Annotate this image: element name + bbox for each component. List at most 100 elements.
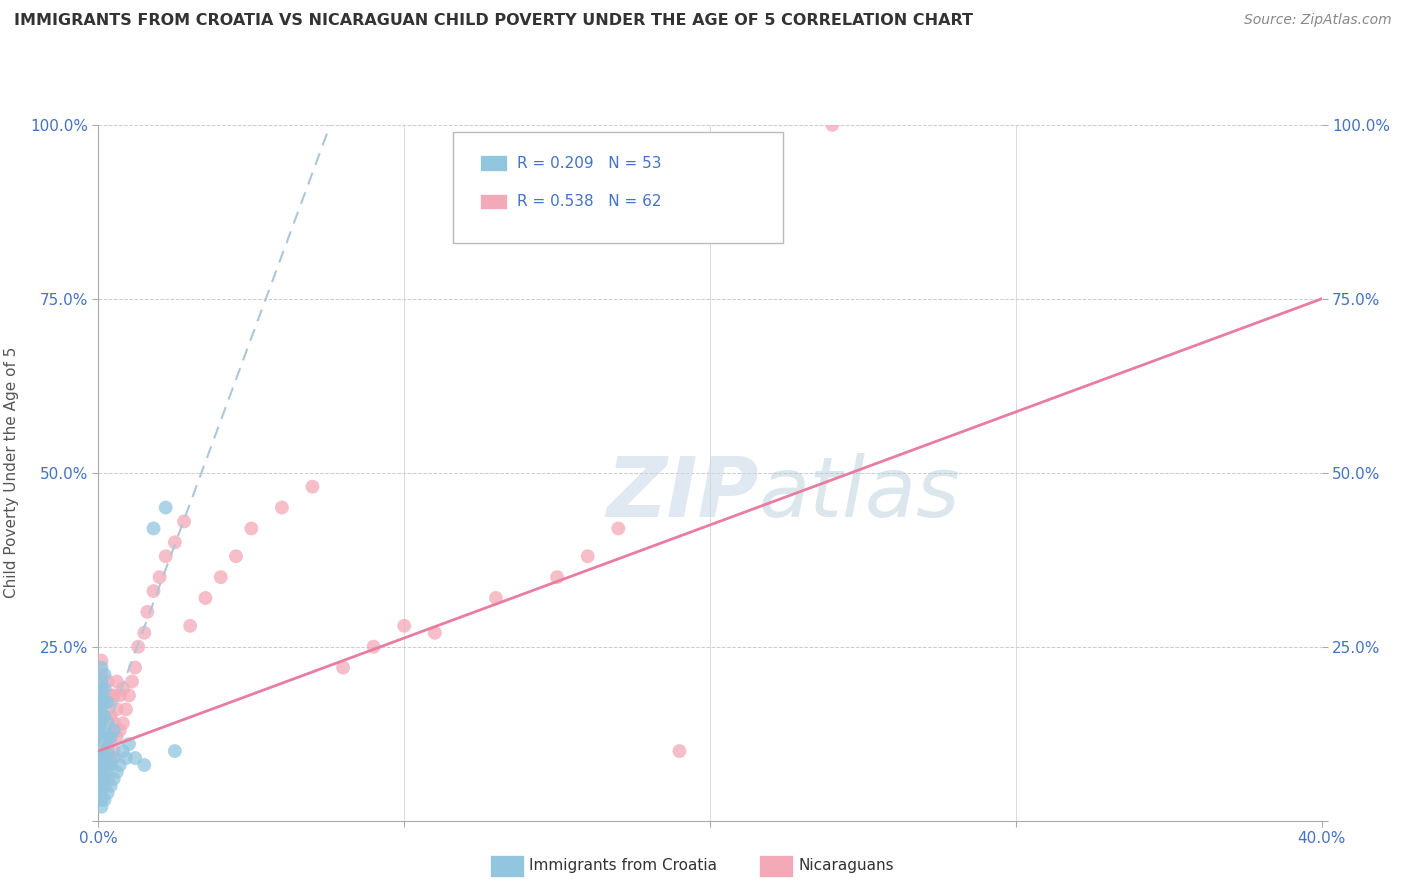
Point	[163, 535, 186, 549]
Point	[90, 654, 112, 668]
Point	[134, 625, 156, 640]
Point	[97, 772, 120, 786]
Point	[111, 744, 134, 758]
Bar	[479, 155, 508, 170]
Text: R = 0.209   N = 53: R = 0.209 N = 53	[517, 155, 661, 170]
Point	[111, 681, 134, 696]
Point	[108, 758, 131, 772]
Point	[225, 549, 247, 564]
Point	[93, 751, 115, 765]
Point	[93, 737, 115, 751]
Point	[100, 730, 122, 744]
Point	[93, 689, 115, 703]
Point	[97, 758, 120, 772]
Point	[97, 730, 120, 744]
Point	[115, 751, 138, 765]
Point	[90, 695, 112, 709]
Point	[100, 758, 122, 772]
Point	[100, 779, 122, 793]
Point	[93, 772, 115, 786]
Point	[100, 689, 122, 703]
Bar	[759, 855, 793, 877]
Point	[97, 716, 120, 731]
Point	[90, 751, 112, 765]
Point	[97, 674, 120, 689]
Text: Nicaraguans: Nicaraguans	[799, 858, 894, 873]
Point	[332, 660, 354, 674]
Point	[90, 667, 112, 681]
Point	[93, 709, 115, 723]
Bar	[479, 194, 508, 209]
Point	[179, 619, 201, 633]
Point	[576, 549, 599, 564]
Point	[363, 640, 385, 654]
Point	[127, 640, 149, 654]
Point	[100, 751, 122, 765]
Point	[136, 605, 159, 619]
Point	[194, 591, 217, 605]
Point	[90, 751, 112, 765]
Point	[111, 716, 134, 731]
Point	[124, 660, 146, 674]
Point	[97, 786, 120, 800]
Point	[90, 779, 112, 793]
Point	[301, 480, 323, 494]
Point	[103, 751, 125, 765]
Point	[90, 689, 112, 703]
Point	[90, 786, 112, 800]
Point	[93, 779, 115, 793]
Point	[90, 758, 112, 772]
Point	[173, 515, 195, 529]
Point	[105, 764, 128, 779]
Point	[668, 744, 690, 758]
Point	[142, 521, 165, 535]
Point	[90, 730, 112, 744]
Point	[90, 681, 112, 696]
Point	[485, 591, 508, 605]
Point	[103, 744, 125, 758]
Point	[90, 737, 112, 751]
Point	[134, 758, 156, 772]
Point	[155, 500, 177, 515]
Point	[392, 619, 416, 633]
Point	[90, 709, 112, 723]
Point	[93, 730, 115, 744]
Point	[90, 793, 112, 807]
Point	[103, 772, 125, 786]
Point	[90, 737, 112, 751]
Point	[90, 660, 112, 674]
Point	[97, 716, 120, 731]
Point	[90, 716, 112, 731]
Point	[240, 521, 263, 535]
Point	[90, 723, 112, 738]
Point	[108, 689, 131, 703]
Point	[90, 799, 112, 814]
Bar	[489, 855, 524, 877]
Text: atlas: atlas	[759, 453, 960, 534]
Point	[93, 681, 115, 696]
Point	[93, 695, 115, 709]
Point	[108, 723, 131, 738]
Text: R = 0.538   N = 62: R = 0.538 N = 62	[517, 194, 661, 209]
FancyBboxPatch shape	[453, 132, 783, 244]
Point	[607, 521, 630, 535]
Point	[90, 709, 112, 723]
Point	[93, 751, 115, 765]
Point	[97, 758, 120, 772]
Point	[90, 674, 112, 689]
Text: ZIP: ZIP	[606, 453, 759, 534]
Point	[149, 570, 172, 584]
Point	[97, 695, 120, 709]
Point	[546, 570, 568, 584]
Point	[103, 716, 125, 731]
Point	[105, 730, 128, 744]
Point	[97, 744, 120, 758]
Text: Source: ZipAtlas.com: Source: ZipAtlas.com	[1244, 13, 1392, 28]
Point	[90, 772, 112, 786]
Point	[90, 764, 112, 779]
Point	[93, 764, 115, 779]
Point	[97, 737, 120, 751]
Point	[142, 584, 165, 599]
Point	[100, 730, 122, 744]
Point	[93, 709, 115, 723]
